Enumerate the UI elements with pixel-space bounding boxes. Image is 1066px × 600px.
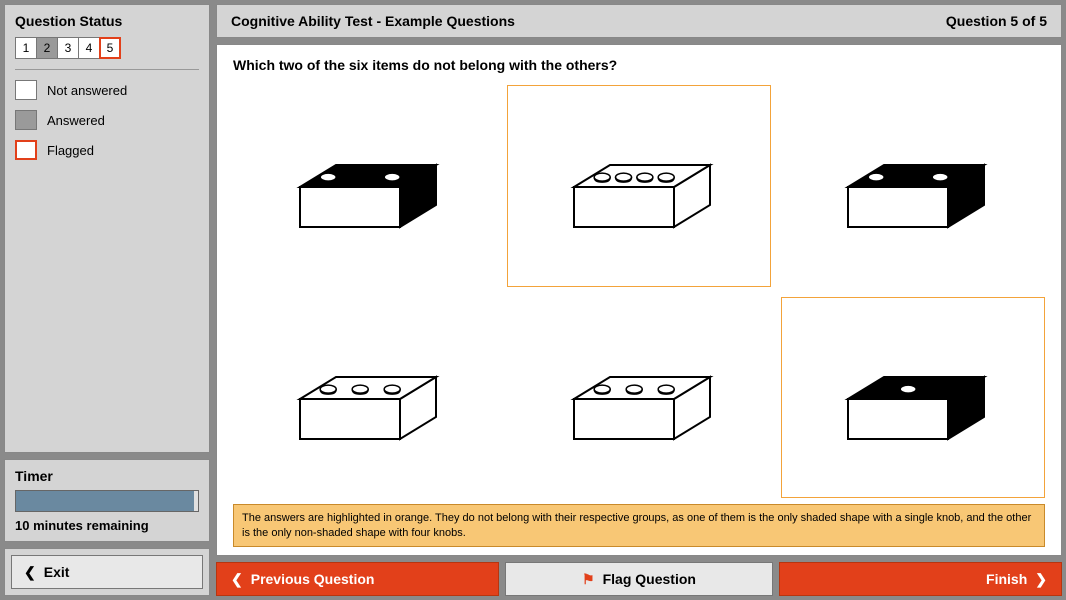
legend-label: Not answered [47,83,127,98]
question-number[interactable]: 5 [99,37,121,59]
timer-remaining: 10 minutes remaining [15,518,199,533]
timer-fill [16,491,194,511]
timer-bar [15,490,199,512]
legend-label: Answered [47,113,105,128]
question-status-title: Question Status [15,13,199,29]
question-status-panel: Question Status 12345 Not answered Answe… [4,4,210,453]
exit-label: Exit [44,564,70,580]
finish-label: Finish [986,571,1027,587]
finish-button[interactable]: Finish ❯ [779,562,1062,596]
flag-label: Flag Question [603,571,696,587]
legend-not-answered: Not answered [15,80,199,100]
question-number[interactable]: 3 [57,37,79,59]
legend-answered: Answered [15,110,199,130]
items-grid [233,85,1045,498]
exit-panel: ❮ Exit [4,548,210,596]
question-counter: Question 5 of 5 [946,13,1047,29]
header: Cognitive Ability Test - Example Questio… [216,4,1062,38]
question-number[interactable]: 2 [36,37,58,59]
swatch-not-answered [15,80,37,100]
footer: ❮ Previous Question ⚑ Flag Question Fini… [216,562,1062,596]
answer-item[interactable] [507,297,771,499]
answer-item[interactable] [233,297,497,499]
explanation-box: The answers are highlighted in orange. T… [233,504,1045,547]
answer-item[interactable] [781,85,1045,287]
legend-label: Flagged [47,143,94,158]
answer-item[interactable] [507,85,771,287]
answer-item[interactable] [233,85,497,287]
flag-button[interactable]: ⚑ Flag Question [505,562,774,596]
legend-flagged: Flagged [15,140,199,160]
exit-button[interactable]: ❮ Exit [11,555,203,589]
answer-item[interactable] [781,297,1045,499]
content: Which two of the six items do not belong… [216,44,1062,556]
swatch-answered [15,110,37,130]
timer-panel: Timer 10 minutes remaining [4,459,210,542]
previous-label: Previous Question [251,571,375,587]
chevron-left-icon: ❮ [24,564,36,581]
question-number[interactable]: 1 [15,37,37,59]
previous-button[interactable]: ❮ Previous Question [216,562,499,596]
chevron-right-icon: ❯ [1035,571,1047,588]
question-number[interactable]: 4 [78,37,100,59]
flag-icon: ⚑ [582,571,595,588]
question-text: Which two of the six items do not belong… [233,57,1045,73]
timer-title: Timer [15,468,199,484]
question-number-list: 12345 [15,37,199,59]
swatch-flagged [15,140,37,160]
chevron-left-icon: ❮ [231,571,243,588]
test-title: Cognitive Ability Test - Example Questio… [231,13,515,29]
divider [15,69,199,70]
